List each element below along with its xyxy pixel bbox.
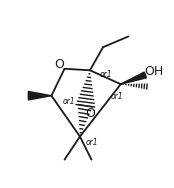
Text: or1: or1 [111, 92, 123, 101]
Polygon shape [28, 92, 52, 100]
Polygon shape [121, 72, 147, 84]
Text: O: O [85, 107, 95, 120]
Text: or1: or1 [99, 70, 112, 79]
Text: or1: or1 [85, 138, 98, 147]
Text: O: O [54, 58, 64, 71]
Text: or1: or1 [62, 97, 75, 106]
Text: OH: OH [144, 65, 163, 78]
